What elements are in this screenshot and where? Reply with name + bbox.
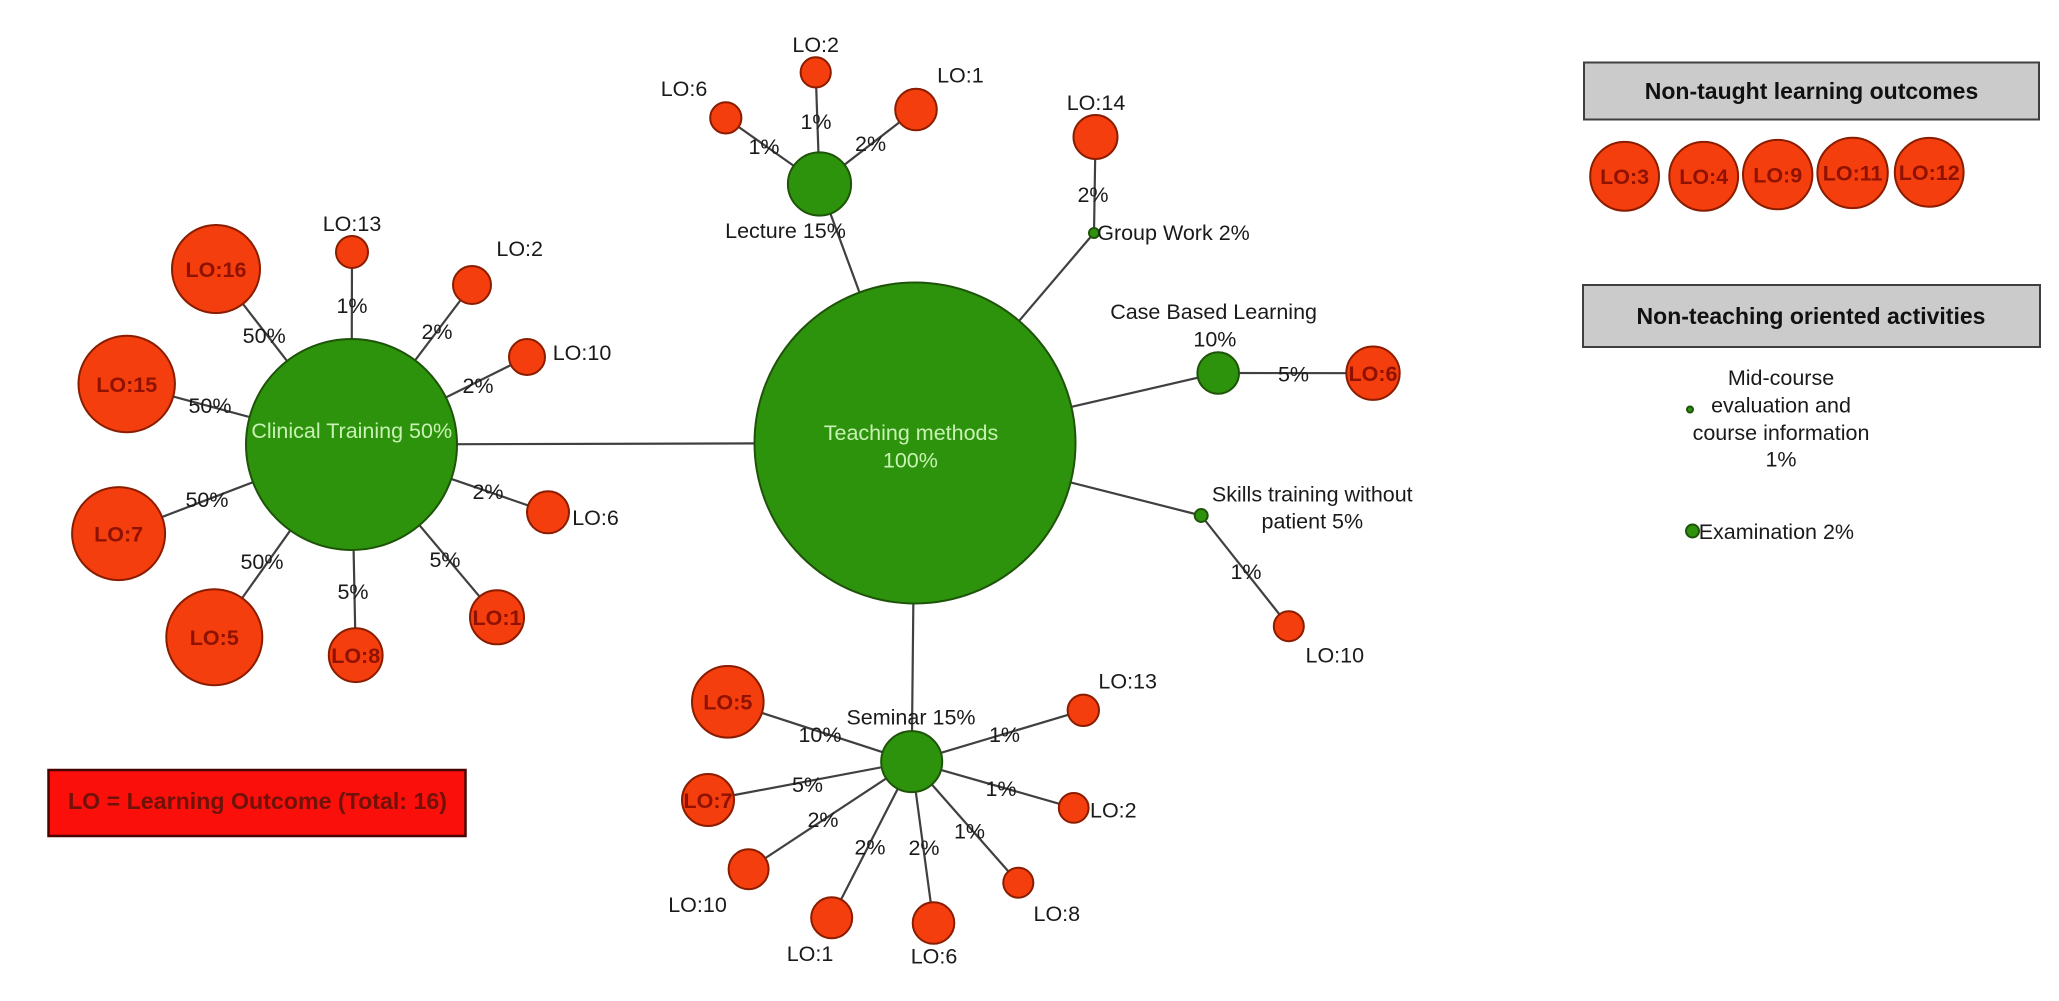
svg-text:100%: 100% [883, 449, 938, 473]
svg-text:1%: 1% [954, 819, 985, 843]
svg-text:course information: course information [1693, 421, 1870, 445]
svg-text:LO:6: LO:6 [661, 77, 708, 101]
svg-text:5%: 5% [1278, 362, 1309, 386]
svg-text:LO:1: LO:1 [473, 606, 522, 630]
svg-text:LO:2: LO:2 [496, 237, 543, 261]
svg-text:LO:6: LO:6 [572, 506, 619, 530]
svg-text:1%: 1% [336, 294, 367, 318]
svg-text:LO:7: LO:7 [684, 789, 733, 813]
svg-text:2%: 2% [472, 480, 503, 504]
svg-text:10%: 10% [798, 723, 841, 747]
svg-text:2%: 2% [908, 836, 939, 860]
svg-text:50%: 50% [185, 488, 228, 512]
svg-text:2%: 2% [1077, 183, 1108, 207]
svg-text:Case Based Learning: Case Based Learning [1110, 300, 1317, 324]
svg-text:50%: 50% [188, 394, 231, 418]
svg-text:LO:5: LO:5 [190, 626, 239, 650]
svg-text:LO:6: LO:6 [911, 944, 958, 968]
svg-text:1%: 1% [985, 777, 1016, 801]
svg-text:LO:2: LO:2 [792, 33, 839, 57]
svg-text:LO:8: LO:8 [331, 644, 380, 668]
svg-text:LO = Learning Outcome (Total:: LO = Learning Outcome (Total: 16) [68, 788, 447, 814]
svg-text:LO:8: LO:8 [1033, 902, 1080, 926]
svg-text:LO:1: LO:1 [937, 63, 984, 87]
svg-text:LO:10: LO:10 [668, 893, 727, 917]
svg-text:1%: 1% [1765, 448, 1796, 472]
svg-text:LO:10: LO:10 [1306, 644, 1365, 668]
svg-text:2%: 2% [854, 835, 885, 859]
svg-text:LO:4: LO:4 [1679, 165, 1728, 189]
svg-text:5%: 5% [429, 548, 460, 572]
svg-text:1%: 1% [800, 110, 831, 134]
svg-text:LO:12: LO:12 [1899, 161, 1960, 185]
svg-text:LO:7: LO:7 [94, 522, 143, 546]
svg-text:Non-teaching oriented activiti: Non-teaching oriented activities [1637, 303, 1986, 329]
svg-text:Mid-course: Mid-course [1728, 366, 1834, 390]
svg-text:LO:1: LO:1 [787, 942, 834, 966]
svg-text:LO:15: LO:15 [96, 373, 157, 397]
svg-text:2%: 2% [462, 374, 493, 398]
svg-text:1%: 1% [1230, 560, 1261, 584]
svg-text:Group Work 2%: Group Work 2% [1097, 221, 1250, 245]
svg-text:LO:10: LO:10 [553, 341, 612, 365]
svg-text:LO:13: LO:13 [323, 212, 382, 236]
svg-text:Skills training without: Skills training without [1212, 482, 1413, 506]
svg-text:LO:11: LO:11 [1823, 162, 1883, 186]
svg-text:evaluation and: evaluation and [1711, 394, 1851, 418]
svg-text:Seminar 15%: Seminar 15% [846, 705, 975, 729]
svg-text:LO:9: LO:9 [1753, 163, 1802, 187]
svg-text:LO:5: LO:5 [703, 691, 752, 715]
svg-text:2%: 2% [855, 132, 886, 156]
svg-text:50%: 50% [240, 550, 283, 574]
svg-text:Teaching methods: Teaching methods [824, 421, 999, 445]
svg-text:LO:3: LO:3 [1600, 165, 1649, 189]
svg-text:10%: 10% [1193, 327, 1236, 351]
svg-text:LO:2: LO:2 [1090, 799, 1137, 823]
svg-text:1%: 1% [748, 135, 779, 159]
svg-text:LO:14: LO:14 [1067, 91, 1126, 115]
svg-text:2%: 2% [421, 320, 452, 344]
svg-text:Lecture 15%: Lecture 15% [725, 219, 846, 243]
svg-text:patient 5%: patient 5% [1261, 509, 1363, 533]
svg-text:Examination 2%: Examination 2% [1699, 520, 1854, 544]
svg-text:Clinical Training 50%: Clinical Training 50% [251, 419, 452, 443]
svg-text:LO:16: LO:16 [186, 258, 247, 282]
svg-text:5%: 5% [792, 773, 823, 797]
svg-text:Non-taught learning outcomes: Non-taught learning outcomes [1645, 78, 1979, 104]
svg-text:LO:6: LO:6 [1349, 362, 1398, 386]
svg-text:1%: 1% [989, 723, 1020, 747]
svg-text:LO:13: LO:13 [1098, 670, 1157, 694]
svg-text:50%: 50% [243, 324, 286, 348]
svg-text:5%: 5% [337, 580, 368, 604]
svg-text:2%: 2% [807, 808, 838, 832]
